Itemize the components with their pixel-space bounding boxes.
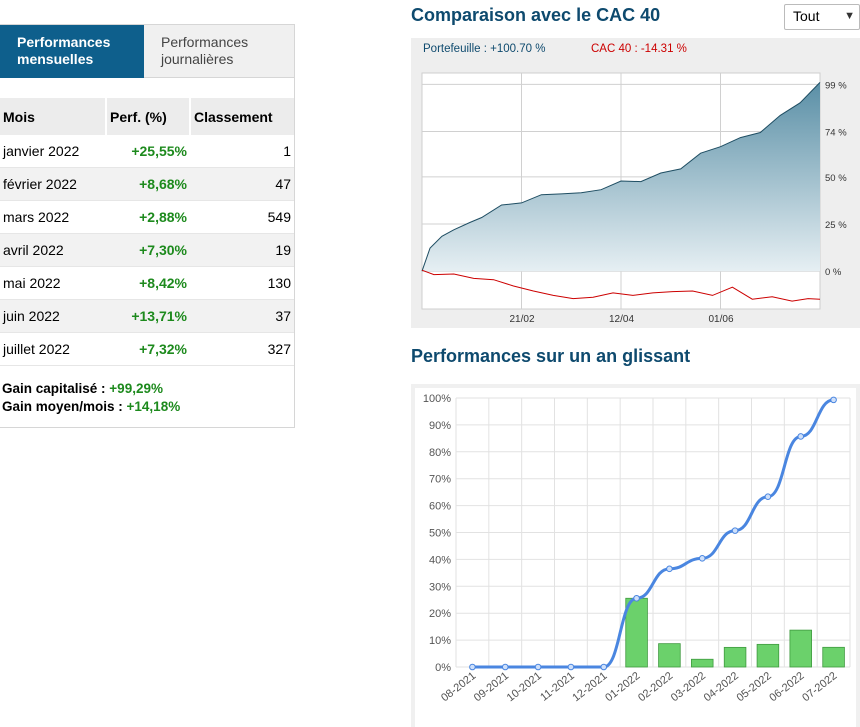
y-tick-label: 40%: [429, 554, 451, 566]
perf-cell: +8,42%: [106, 266, 190, 300]
perf-cell: +8,68%: [106, 167, 190, 201]
cumulative-point: [567, 663, 575, 671]
column-header-month[interactable]: Mois: [0, 98, 107, 135]
cumulative-point: [698, 555, 706, 562]
rank-cell: 37: [190, 299, 294, 333]
month-cell: juin 2022: [0, 299, 106, 333]
cumulative-point: [501, 663, 509, 671]
month-cell: février 2022: [0, 167, 106, 201]
portfolio-area: [422, 82, 820, 272]
y-tick-label: 100%: [423, 393, 451, 405]
month-cell: juillet 2022: [0, 332, 106, 366]
y-tick-label: 74 %: [825, 128, 847, 139]
bar: [822, 646, 845, 668]
y-tick-label: 10%: [429, 635, 451, 647]
tab-daily-performance[interactable]: Performances journalières: [144, 25, 294, 78]
y-tick-label: 30%: [429, 581, 451, 593]
table-row: mars 2022 +2,88% 549: [0, 200, 294, 234]
table-row: juin 2022 +13,71% 37: [0, 299, 294, 333]
x-tick-label: 01/06: [709, 314, 734, 325]
perf-cell: +13,71%: [106, 299, 190, 333]
y-tick-label: 80%: [429, 447, 451, 459]
cumulative-point: [731, 527, 739, 534]
monthly-performance-table: Mois Perf. (%) Classement janvier 2022 +2…: [0, 98, 294, 366]
rank-cell: 549: [190, 200, 294, 234]
cumulative-point: [534, 663, 542, 671]
performance-tabs: Performances mensuelles Performances jou…: [0, 25, 294, 78]
capitalised-gain-label: Gain capitalisé :: [2, 381, 110, 396]
x-tick-label: 21/02: [510, 314, 535, 325]
capitalised-gain-value: +99,29%: [109, 381, 163, 396]
bar: [756, 643, 780, 668]
month-cell: avril 2022: [0, 233, 106, 267]
cac-comparison-chart: Portefeuille : +100.70 % CAC 40 : -14.31…: [411, 38, 860, 328]
table-header-row: Mois Perf. (%) Classement: [0, 98, 294, 135]
rolling-title: Performances sur un an glissant: [411, 346, 691, 366]
average-gain-value: +14,18%: [126, 399, 181, 414]
table-row: janvier 2022 +25,55% 1: [0, 135, 294, 168]
y-tick-label: 99 %: [825, 80, 847, 91]
rolling-performance-chart: 0% 10% 20% 30% 40% 50% 60% 70% 80% 90% 100% 08-2021…: [411, 384, 860, 727]
table-row: juillet 2022 +7,32% 327: [0, 332, 294, 366]
table-row: avril 2022 +7,30% 19: [0, 233, 294, 267]
legend-portfolio: Portefeuille : +100.70 %: [423, 43, 546, 55]
cumulative-point: [633, 594, 640, 602]
y-tick-label: 60%: [429, 501, 451, 513]
perf-cell: +25,55%: [106, 135, 190, 168]
bar: [789, 629, 812, 668]
period-select[interactable]: Tout ▼: [784, 4, 860, 30]
cumulative-point: [666, 565, 673, 573]
bar: [723, 646, 747, 668]
rank-cell: 130: [190, 266, 294, 300]
column-header-rank[interactable]: Classement: [190, 98, 294, 135]
cac-chart-svg: 0 % 25 % 50 % 74 % 99 % 21/02 12/04 01/06: [421, 72, 847, 325]
table-row: février 2022 +8,68% 47: [0, 167, 294, 201]
y-tick-label: 50 %: [825, 173, 847, 184]
summary-block: Gain capitalisé : +99,29% Gain moyen/moi…: [2, 380, 180, 416]
cac40-line: [421, 269, 821, 302]
chevron-down-icon: ▼: [844, 10, 855, 22]
average-gain-label: Gain moyen/mois :: [2, 399, 127, 414]
y-tick-label: 90%: [429, 420, 451, 432]
table-row: mai 2022 +8,42% 130: [0, 266, 294, 300]
cumulative-point: [600, 663, 608, 671]
rank-cell: 19: [190, 233, 294, 267]
rank-cell: 327: [190, 332, 294, 366]
y-tick-label: 25 %: [825, 220, 847, 231]
bar: [658, 643, 681, 668]
cumulative-point: [469, 663, 476, 671]
comparison-title: Comparaison avec le CAC 40: [411, 5, 661, 25]
bar: [691, 658, 714, 668]
rolling-chart-svg: 0%10%20%30%40%50%60%70%80%90%100%08-2021…: [415, 388, 856, 727]
y-tick-label: 20%: [429, 608, 451, 620]
cumulative-point: [797, 433, 805, 440]
perf-cell: +7,30%: [106, 233, 190, 267]
month-cell: mai 2022: [0, 266, 106, 300]
month-cell: janvier 2022: [0, 135, 106, 168]
y-tick-label: 50%: [429, 528, 451, 540]
y-tick-label: 0%: [435, 662, 451, 674]
rank-cell: 1: [190, 135, 294, 168]
cumulative-point: [764, 493, 772, 501]
perf-cell: +2,88%: [106, 200, 190, 234]
rank-cell: 47: [190, 167, 294, 201]
monthly-performance-panel: Performances mensuelles Performances jou…: [0, 24, 295, 428]
tab-monthly-performance[interactable]: Performances mensuelles: [0, 25, 144, 78]
period-select-value: Tout: [793, 8, 820, 24]
y-tick-label: 0 %: [825, 267, 842, 278]
portfolio-line: [421, 82, 821, 272]
month-cell: mars 2022: [0, 200, 106, 234]
x-tick-label: 12/04: [609, 314, 634, 325]
cumulative-point: [830, 396, 837, 404]
column-header-perf[interactable]: Perf. (%): [106, 98, 191, 135]
bar: [625, 597, 648, 668]
legend-cac40: CAC 40 : -14.31 %: [591, 43, 687, 55]
y-tick-label: 70%: [429, 474, 451, 486]
perf-cell: +7,32%: [106, 332, 190, 366]
